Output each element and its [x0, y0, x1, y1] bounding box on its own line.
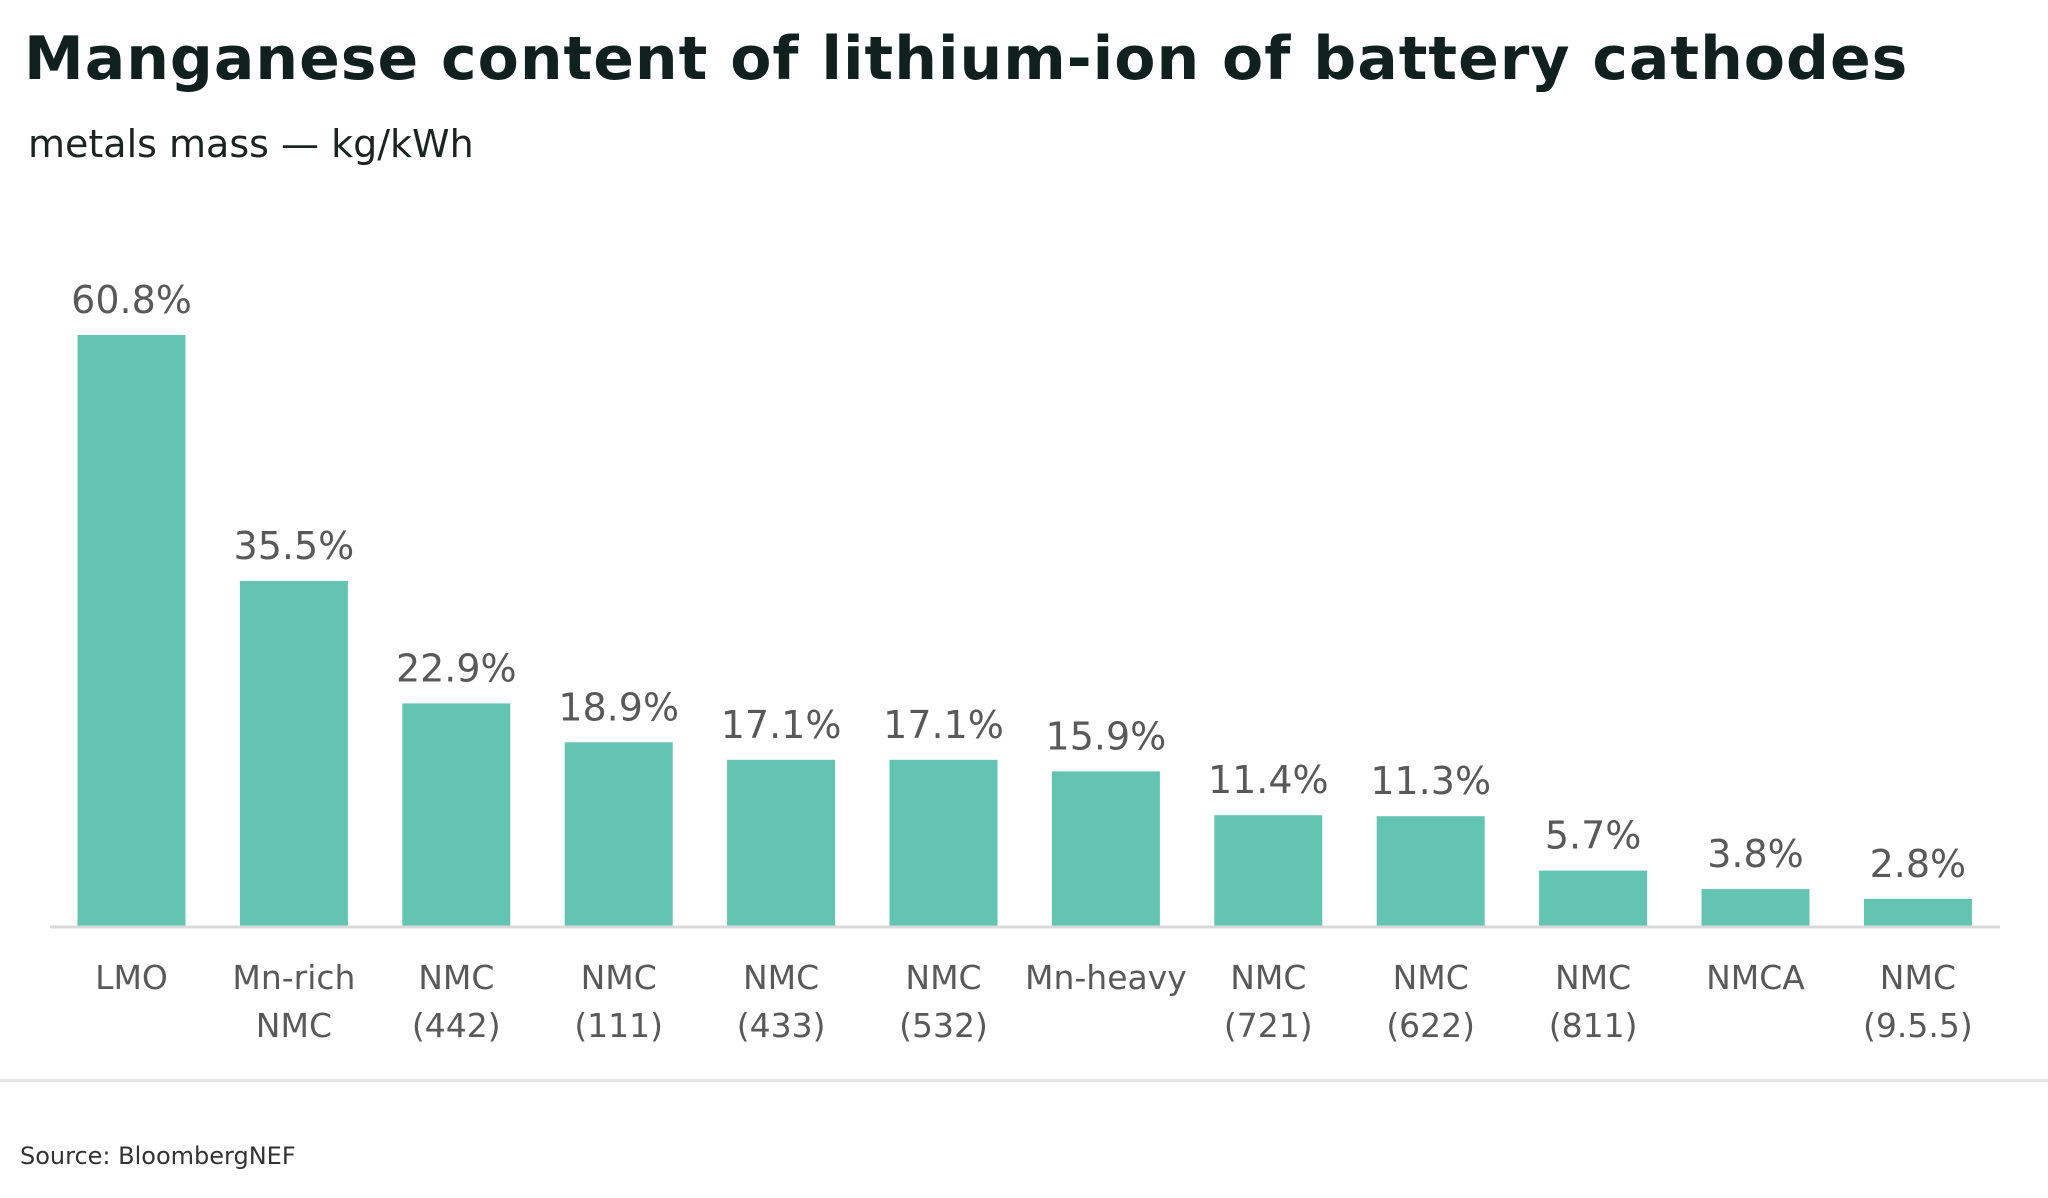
- category-label-7-line-1: (721): [1224, 1006, 1313, 1045]
- category-label-5-line-1: (532): [899, 1006, 988, 1045]
- bar-8: [1376, 816, 1485, 926]
- source-note: Source: BloombergNEF: [20, 1142, 296, 1170]
- bar-3: [564, 742, 673, 926]
- value-label-5: 17.1%: [883, 703, 1004, 747]
- category-label-1-line-0: Mn-rich: [232, 958, 355, 997]
- value-label-8: 11.3%: [1370, 759, 1491, 803]
- category-label-4: NMC (433): [737, 958, 826, 1045]
- category-label-11-line-1: (9.5.5): [1863, 1006, 1973, 1045]
- value-label-11: 2.8%: [1870, 842, 1967, 886]
- category-label-8: NMC (622): [1386, 958, 1475, 1045]
- bar-4: [727, 759, 836, 926]
- category-label-11: NMC (9.5.5): [1863, 958, 1973, 1045]
- bar-11: [1863, 898, 1972, 926]
- value-label-3: 18.9%: [558, 685, 679, 729]
- category-label-7: NMC (721): [1224, 958, 1313, 1045]
- bar-0: [77, 335, 186, 926]
- value-label-6: 15.9%: [1046, 714, 1167, 758]
- category-label-1: Mn-rich NMC: [232, 958, 355, 1045]
- bar-1: [239, 580, 348, 926]
- value-label-2: 22.9%: [396, 646, 517, 690]
- value-labels-group: 60.8% 35.5% 22.9% 18.9% 17.1% 17.1% 15.9% 11.4%…: [71, 278, 1966, 886]
- value-label-1: 35.5%: [234, 524, 355, 568]
- category-label-8-line-1: (622): [1386, 1006, 1475, 1045]
- category-label-9-line-1: (811): [1549, 1006, 1638, 1045]
- category-label-11-line-0: NMC: [1880, 958, 1956, 997]
- bar-6: [1051, 771, 1160, 926]
- category-label-4-line-0: NMC: [743, 958, 819, 997]
- category-label-0-line-0: LMO: [95, 958, 168, 997]
- category-label-8-line-0: NMC: [1393, 958, 1469, 997]
- chart-title: Manganese content of lithium-ion of batt…: [24, 24, 1909, 94]
- bar-7: [1214, 815, 1323, 926]
- category-label-2: NMC (442): [412, 958, 501, 1045]
- value-label-4: 17.1%: [721, 703, 842, 747]
- footer-divider: [0, 1079, 2048, 1082]
- category-label-6-line-0: Mn-heavy: [1025, 958, 1187, 997]
- category-label-5-line-0: NMC: [905, 958, 981, 997]
- category-label-2-line-0: NMC: [418, 958, 494, 997]
- category-label-3: NMC (111): [574, 958, 663, 1045]
- category-label-2-line-1: (442): [412, 1006, 501, 1045]
- category-label-9: NMC (811): [1549, 958, 1638, 1045]
- category-label-1-line-1: NMC: [256, 1006, 332, 1045]
- bar-9: [1539, 870, 1648, 926]
- value-label-9: 5.7%: [1545, 814, 1642, 858]
- value-label-10: 3.8%: [1707, 832, 1804, 876]
- category-label-7-line-0: NMC: [1230, 958, 1306, 997]
- bar-10: [1701, 889, 1810, 926]
- category-label-4-line-1: (433): [737, 1006, 826, 1045]
- category-label-0: LMO: [95, 958, 168, 997]
- category-label-3-line-1: (111): [574, 1006, 663, 1045]
- bar-5: [889, 759, 998, 926]
- category-label-6: Mn-heavy: [1025, 958, 1187, 997]
- value-label-7: 11.4%: [1208, 758, 1329, 802]
- category-label-5: NMC (532): [899, 958, 988, 1045]
- category-label-10-line-0: NMCA: [1706, 958, 1805, 997]
- category-label-10: NMCA: [1706, 958, 1805, 997]
- value-label-0: 60.8%: [71, 278, 192, 322]
- category-label-3-line-0: NMC: [581, 958, 657, 997]
- category-label-9-line-0: NMC: [1555, 958, 1631, 997]
- bar-2: [402, 703, 511, 926]
- bars-group: [77, 335, 1972, 926]
- chart-subtitle: metals mass — kg/kWh: [28, 122, 474, 166]
